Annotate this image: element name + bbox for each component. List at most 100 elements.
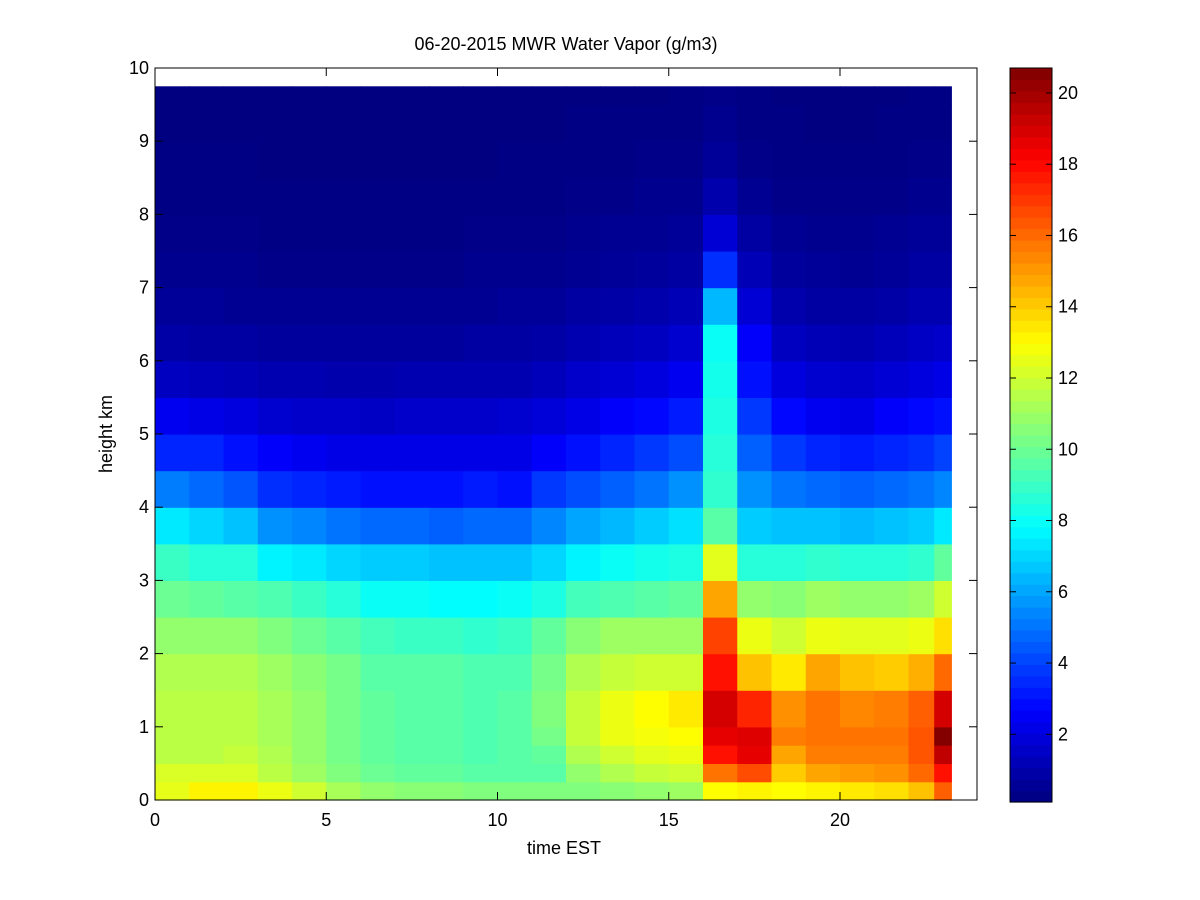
heatmap-cell [497,617,533,655]
heatmap-cell [668,324,704,362]
heatmap-cell [805,287,841,325]
heatmap-cell [394,434,430,472]
heatmap-cell [668,397,704,435]
heatmap-cell [668,434,704,472]
heatmap-cell [805,177,841,215]
heatmap-cell [566,580,601,618]
heatmap-cell [429,781,464,801]
heatmap-cell [703,507,738,545]
x-tick-label: 10 [487,810,507,830]
colorbar-swatch [1010,251,1052,264]
heatmap-cell [497,141,533,179]
heatmap-cell [223,543,259,581]
heatmap-cell [805,324,841,362]
colorbar-swatch [1010,629,1052,643]
heatmap-cell [292,434,327,472]
heatmap-cell [737,287,773,325]
heatmap-cell [463,507,499,545]
heatmap-cell [360,543,396,581]
heatmap-cell [394,653,430,691]
heatmap-cell [934,653,952,691]
heatmap-cell [805,397,841,435]
heatmap-cell [566,781,601,801]
heatmap-cell [840,141,875,179]
colorbar-swatch [1010,710,1052,723]
heatmap-cell [874,251,910,289]
heatmap-cell [189,104,225,142]
heatmap-cell [394,360,430,398]
heatmap-cell [257,177,293,215]
colorbar-frame [1009,67,1053,803]
colorbar-swatch [1010,79,1052,92]
heatmap-cell [634,214,670,252]
heatmap-cell [463,287,499,325]
heatmap-cell [155,104,190,142]
colorbar-swatch [1010,572,1052,585]
heatmap-cell [668,177,704,215]
heatmap-cell [634,251,670,289]
heatmap-cell [737,507,773,545]
heatmap-cell [497,397,533,435]
colorbar-swatch [1010,274,1052,287]
heatmap-cell [737,397,773,435]
heatmap-cell [908,690,935,728]
heatmap-cell [600,781,636,801]
heatmap-cell [429,580,464,618]
heatmap-cell [805,763,841,783]
heatmap-cell [771,580,807,618]
heatmap-cell [223,324,259,362]
colorbar: 2 4 6 8 10 12 14 16 18 20 [1009,67,1078,803]
heatmap-cell [326,360,362,398]
heatmap-cell [463,177,499,215]
heatmap-cell [326,507,362,545]
heatmap-cell [934,543,952,581]
x-tick-label: 0 [150,810,160,830]
colorbar-swatch [1010,136,1052,149]
heatmap-cell [934,580,952,618]
heatmap-cell [703,324,738,362]
colorbar-swatch [1010,377,1052,390]
heatmap-cell [908,580,935,618]
heatmap-cell [805,690,841,728]
heatmap-cell [497,653,533,691]
heatmap-cell [326,324,362,362]
heatmap-cell [257,434,293,472]
heatmap-cell [934,763,952,783]
heatmap-cell [429,726,464,746]
heatmap-cell [292,745,327,764]
heatmap-cell [531,434,567,472]
heatmap-cell [463,726,499,746]
heatmap-cell [223,397,259,435]
heatmap-cell [805,470,841,508]
heatmap-cell [668,141,704,179]
heatmap-cell [566,726,601,746]
heatmap-cell [326,763,362,783]
heatmap-cell [189,543,225,581]
heatmap-cell [155,781,190,801]
colorbar-swatch [1010,435,1052,448]
heatmap-cell [326,251,362,289]
heatmap-cell [155,507,190,545]
heatmap-cell [394,543,430,581]
heatmap-cell [531,141,567,179]
heatmap-cell [737,141,773,179]
heatmap-cell [840,745,875,764]
heatmap-cell [257,86,293,106]
heatmap-cell [771,543,807,581]
heatmap-cell [600,745,636,764]
heatmap-cell [840,251,875,289]
colorbar-tick-label: 18 [1058,154,1078,174]
heatmap-cell [394,397,430,435]
heatmap-cell [934,745,952,764]
heatmap-cell [189,617,225,655]
heatmap-cell [737,434,773,472]
heatmap-cell [874,214,910,252]
heatmap-cell [394,580,430,618]
colorbar-swatch [1010,664,1052,677]
heatmap-cell [934,214,952,252]
heatmap-cell [531,580,567,618]
heatmap-cell [257,745,293,764]
heatmap-cell [360,141,396,179]
heatmap-cell [874,104,910,142]
